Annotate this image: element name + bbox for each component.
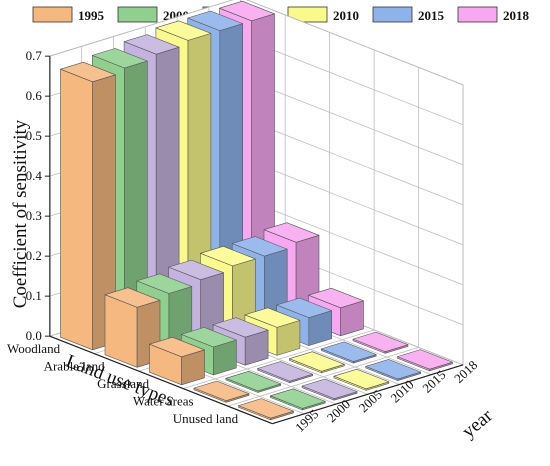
legend-label-2015: 2015 <box>418 8 445 23</box>
bar-water-areas-1995 <box>193 380 250 403</box>
bar-top-face <box>352 331 409 353</box>
bar-top-face <box>238 398 294 419</box>
x-tick-label: Woodland <box>7 341 61 356</box>
legend-swatch-2010 <box>287 6 328 23</box>
bar-front-face <box>60 68 93 351</box>
bar-top-face <box>257 361 313 382</box>
bar-top-face <box>187 10 243 31</box>
x-tick-label: Grassland <box>97 376 149 391</box>
legend-swatch-2018 <box>457 6 498 23</box>
bar-top-face <box>365 359 422 380</box>
y-axis-title: Coefficient of sensitivity <box>10 119 31 308</box>
bar-top-face <box>92 48 148 69</box>
bar-top-face <box>149 336 205 358</box>
bar-top-face <box>269 388 326 409</box>
y-tick-label: 0.5 <box>26 128 42 143</box>
z-axis-title: year <box>458 405 497 443</box>
bar-top-face <box>333 368 390 390</box>
y-tick-label: 0.3 <box>26 208 42 223</box>
bar-top-face <box>193 380 250 402</box>
bar-top-face <box>212 317 269 338</box>
bar-unused-land-2000 <box>269 388 326 411</box>
bars <box>60 0 453 421</box>
bar-top-face <box>181 327 237 348</box>
bar-top-face <box>397 349 453 370</box>
y-tick-label: 0.7 <box>26 48 43 63</box>
bar-water-areas-2015 <box>320 341 377 364</box>
y-tick-label: 0.1 <box>26 288 42 303</box>
legend-swatch-2015 <box>372 6 413 23</box>
bar-unused-land-2018 <box>397 349 453 372</box>
bar-water-areas-2018 <box>352 331 409 354</box>
bar-top-face <box>289 351 345 372</box>
bar-top-face <box>231 236 288 257</box>
bar-top-face <box>308 287 364 309</box>
bar-unused-land-1995 <box>238 398 294 421</box>
legend-swatch-2000 <box>117 6 158 23</box>
bar-top-face <box>219 0 275 22</box>
bar-water-areas-2000 <box>225 370 282 393</box>
x-axis-line <box>49 335 273 425</box>
bar-woodland-1995 <box>60 61 116 351</box>
bar-top-face <box>123 34 180 55</box>
bar-top-face <box>225 370 282 392</box>
legend-label-2010: 2010 <box>333 8 359 23</box>
bar-top-face <box>276 297 333 318</box>
bar-top-face <box>136 273 193 294</box>
bar-unused-land-2005 <box>301 378 358 401</box>
bar-top-face <box>244 307 301 328</box>
bar-grassland-1995 <box>149 336 205 386</box>
bar-top-face <box>301 378 358 399</box>
bar-water-areas-2005 <box>257 361 313 384</box>
y-tick-label: 0.0 <box>26 328 42 343</box>
y-tick-label: 0.6 <box>26 88 43 103</box>
bar-top-face <box>104 287 161 308</box>
z-axis-line <box>272 364 464 425</box>
gridline-7 <box>49 0 464 86</box>
y-tick-label: 0.2 <box>26 248 42 263</box>
bar-top-face <box>155 20 212 41</box>
legend-label-1995: 1995 <box>78 8 105 23</box>
x-tick-label: Arable land <box>44 358 106 373</box>
legend-swatch-1995 <box>32 6 73 23</box>
x-tick-label: Water areas <box>133 393 194 408</box>
y-tick-label: 0.4 <box>26 168 43 183</box>
bar-unused-land-2010 <box>333 368 390 391</box>
bar-unused-land-2015 <box>365 359 422 381</box>
bar-top-face <box>60 61 116 83</box>
bar-top-face <box>168 259 224 281</box>
bar-top-face <box>200 246 256 267</box>
bar-water-areas-2010 <box>289 351 345 374</box>
x-tick-label: Unused land <box>173 411 239 426</box>
legend-label-2018: 2018 <box>503 8 530 23</box>
bar-top-face <box>263 222 320 243</box>
bar-top-face <box>320 341 377 362</box>
